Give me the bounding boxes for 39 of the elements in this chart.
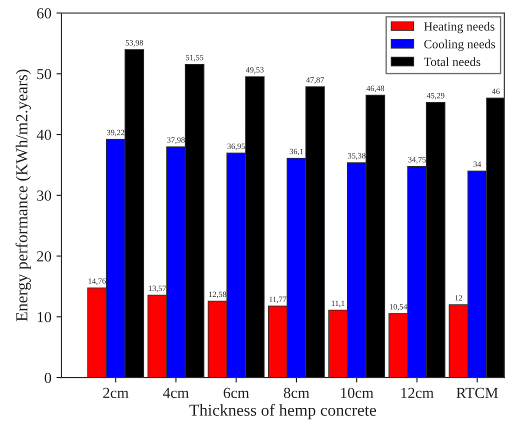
x-tick-label: RTCM xyxy=(456,388,498,398)
data-label: 35,38 xyxy=(348,153,366,160)
data-label: 11,1 xyxy=(332,300,344,308)
x-tick-label: 8cm xyxy=(284,388,310,398)
y-tick-label: 20 xyxy=(37,251,52,262)
y-tick-label: 50 xyxy=(37,68,52,80)
data-label: 53,98 xyxy=(126,40,144,47)
data-label: 11,77 xyxy=(270,296,286,304)
data-label: 51,55 xyxy=(186,54,204,62)
x-tick-label: 12cm xyxy=(401,388,434,398)
data-label: 46,48 xyxy=(366,86,384,92)
x-tick-label: 10cm xyxy=(341,388,374,398)
data-label: 47,87 xyxy=(306,77,324,84)
legend-label: Heating needs xyxy=(424,22,494,34)
x-tick-label: 6cm xyxy=(224,388,250,398)
legend-label: Cooling needs xyxy=(424,40,496,51)
data-label: 46 xyxy=(492,88,500,94)
data-label: 34,75 xyxy=(408,156,426,164)
y-tick-label: 60 xyxy=(37,8,52,18)
y-tick-label: 0 xyxy=(44,372,52,384)
data-label: 49,53 xyxy=(246,67,264,74)
x-tick-label: 4cm xyxy=(163,388,189,398)
data-label: 12,58 xyxy=(209,292,226,298)
y-tick-label: 10 xyxy=(38,312,52,322)
data-label: 37,98 xyxy=(167,137,185,144)
x-tick-label: 2cm xyxy=(103,388,129,398)
data-label: 39,22 xyxy=(106,130,124,136)
data-label: 36,1 xyxy=(290,148,304,156)
data-label: 34 xyxy=(474,162,482,167)
data-label: 36,95 xyxy=(228,144,245,150)
x-axis-title: Thickness of hemp concrete xyxy=(189,404,376,420)
data-label: 12 xyxy=(455,295,462,301)
y-axis-title: Energy performance (KWh/m2.years) xyxy=(16,70,31,322)
data-label: 14,76 xyxy=(88,278,106,285)
y-tick-label: 30 xyxy=(37,190,52,201)
data-label: 45,29 xyxy=(426,92,444,100)
data-label: 13,57 xyxy=(148,286,166,292)
y-tick-label: 40 xyxy=(36,130,52,140)
legend-label: Total needs xyxy=(424,57,480,66)
